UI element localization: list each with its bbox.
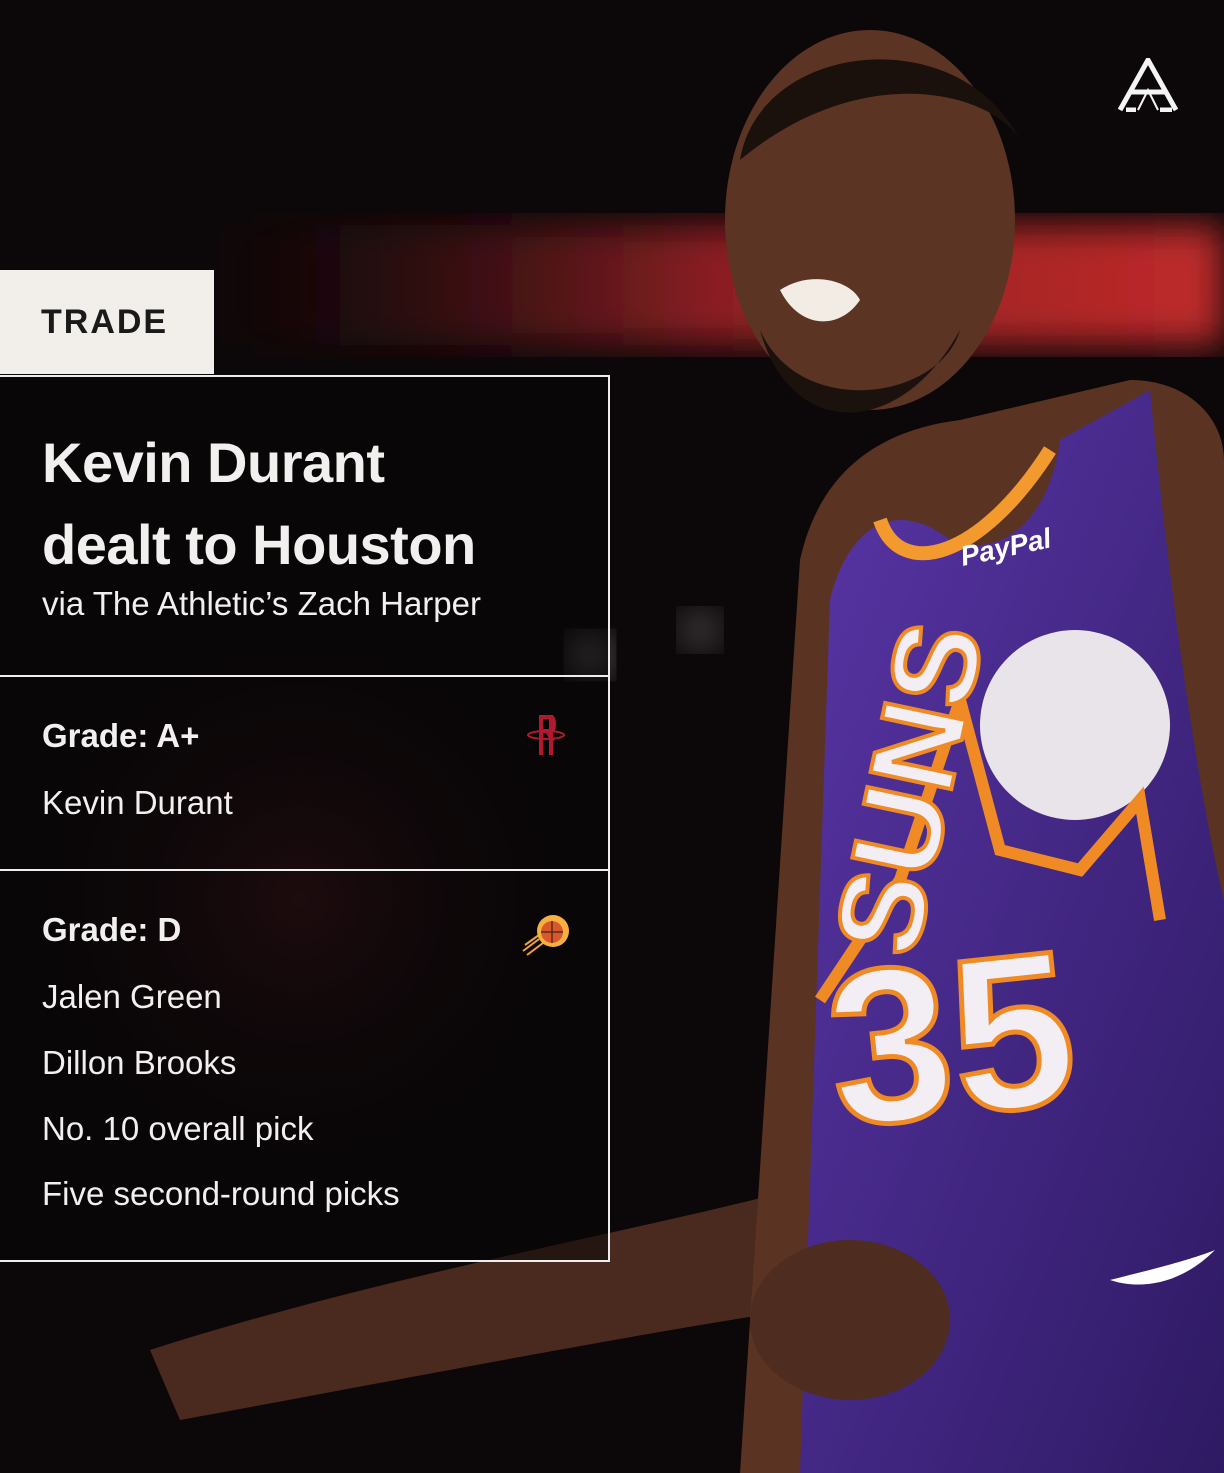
grade-section-phoenix: Grade: D Jalen Green Dillon Brooks No. 1… (0, 869, 608, 1262)
asset-item: Jalen Green (42, 978, 222, 1015)
asset-item: Dillon Brooks (42, 1044, 237, 1081)
headline: Kevin Durant dealt to Houston (42, 422, 476, 586)
houston-rockets-logo-icon (527, 715, 565, 755)
headline-line-2: dealt to Houston (42, 513, 476, 576)
headline-line-1: Kevin Durant (42, 431, 385, 494)
the-athletic-logo (1116, 54, 1180, 117)
grade-label: Grade: A+ (42, 717, 200, 754)
asset-item: Five second-round picks (42, 1175, 400, 1212)
byline: via The Athletic’s Zach Harper (42, 585, 481, 622)
asset-item: No. 10 overall pick (42, 1110, 314, 1147)
trade-card: Kevin Durant dealt to Houston via The At… (0, 375, 610, 1262)
asset-item: Kevin Durant (42, 784, 233, 821)
trade-tag: TRADE (0, 270, 214, 374)
headline-section: Kevin Durant dealt to Houston via The At… (0, 377, 608, 677)
jersey-number: 35 (817, 903, 1086, 1173)
grade-section-houston: Grade: A+ Kevin Durant (0, 675, 608, 871)
phoenix-suns-logo-icon (522, 915, 569, 956)
grade-label: Grade: D (42, 911, 182, 948)
